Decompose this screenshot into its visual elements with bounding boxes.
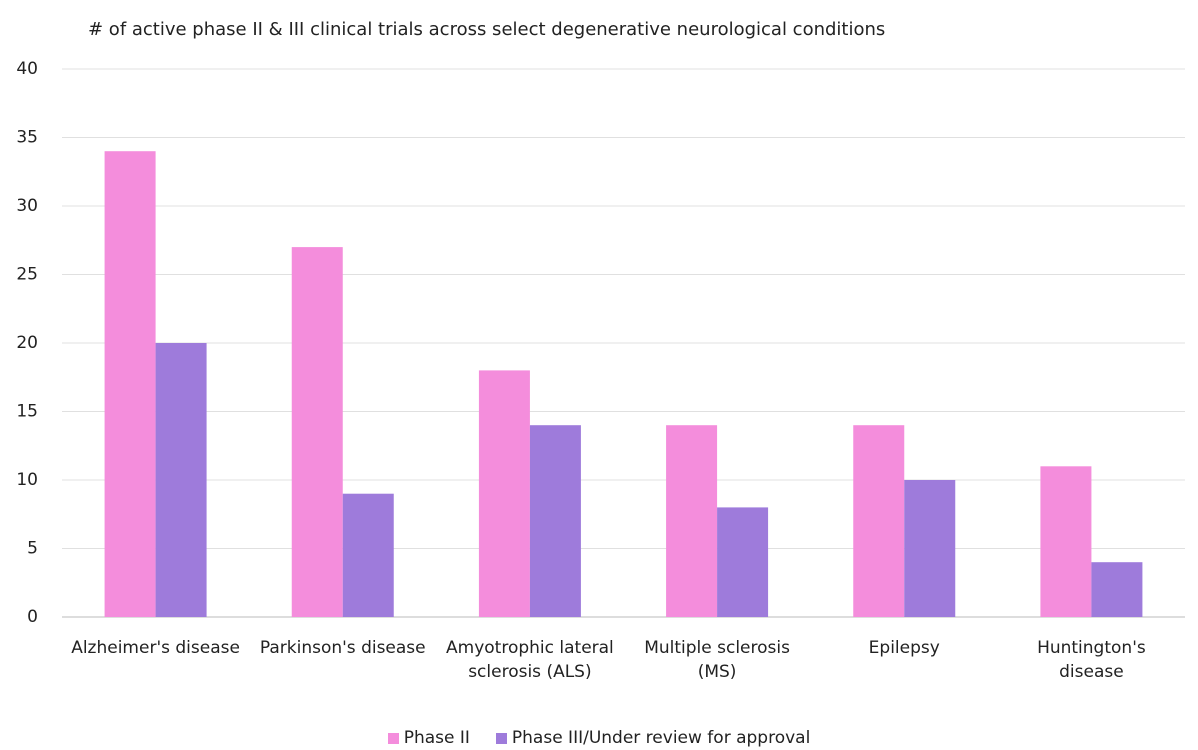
y-tick-label: 30 <box>16 196 38 216</box>
legend-swatch <box>387 732 399 744</box>
legend-item: Phase III/Under review for approval <box>495 728 811 748</box>
legend-label: Phase II <box>403 728 470 748</box>
bar <box>666 425 718 617</box>
x-tick-label: Epilepsy <box>868 638 940 658</box>
legend-swatch <box>495 732 507 744</box>
y-tick-label: 25 <box>16 265 38 285</box>
legend-item: Phase II <box>387 728 470 748</box>
x-tick-label: Huntington's disease <box>1037 638 1146 682</box>
bar <box>342 493 394 617</box>
bar <box>1091 562 1143 617</box>
x-tick-label: Alzheimer's disease <box>71 638 240 658</box>
chart-title: # of active phase II & III clinical tria… <box>88 19 885 40</box>
x-tick-label: Amyotrophic lateral sclerosis (ALS) <box>446 638 614 682</box>
x-tick-label: Parkinson's disease <box>259 638 426 658</box>
bar <box>1040 466 1092 617</box>
y-tick-label: 40 <box>16 59 38 79</box>
bar <box>478 370 530 617</box>
bar <box>291 247 343 617</box>
bar <box>104 151 156 617</box>
y-tick-label: 20 <box>16 333 38 353</box>
bar <box>529 425 581 617</box>
bar <box>904 480 956 617</box>
y-tick-label: 10 <box>16 470 38 490</box>
legend: Phase II Phase III/Under review for appro… <box>0 728 1198 748</box>
bar <box>155 343 207 617</box>
bar <box>853 425 905 617</box>
y-tick-label: 15 <box>16 402 38 422</box>
legend-label: Phase III/Under review for approval <box>511 728 811 748</box>
y-tick-label: 0 <box>27 607 38 627</box>
x-tick-label: Multiple sclerosis (MS) <box>644 638 790 682</box>
y-tick-label: 35 <box>16 128 38 148</box>
y-tick-label: 5 <box>27 539 38 559</box>
bar <box>717 507 769 617</box>
